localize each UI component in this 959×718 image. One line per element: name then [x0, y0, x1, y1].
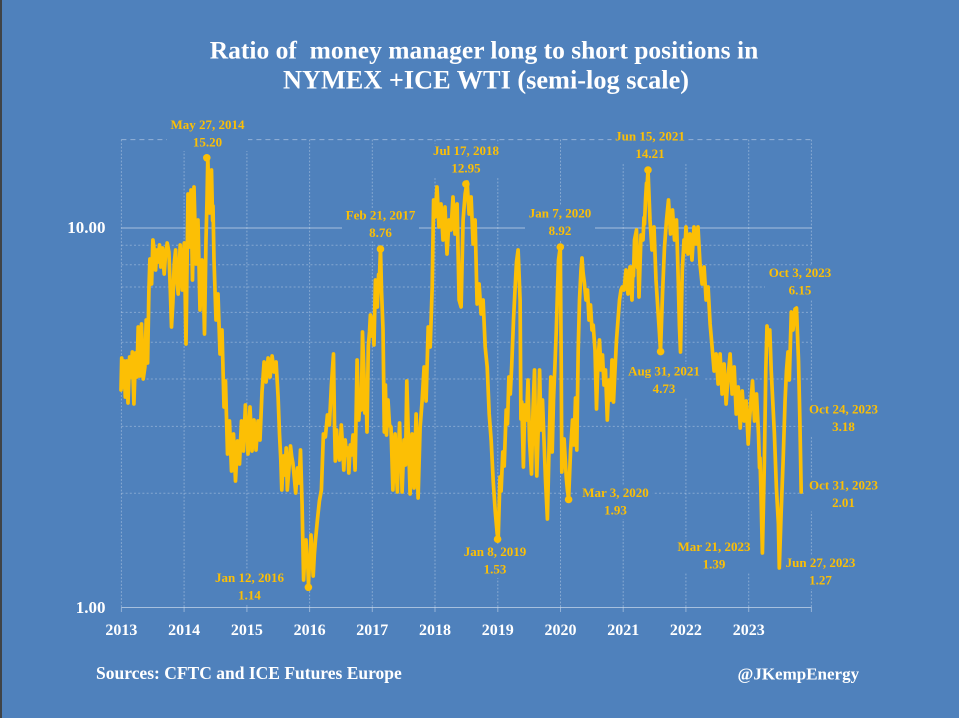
svg-text:1.39: 1.39: [703, 556, 726, 571]
svg-text:Oct 3, 2023: Oct 3, 2023: [769, 265, 832, 280]
svg-text:2014: 2014: [168, 622, 200, 639]
svg-text:May 27, 2014: May 27, 2014: [170, 117, 245, 132]
svg-text:12.95: 12.95: [451, 160, 481, 175]
svg-text:Jan 7, 2020: Jan 7, 2020: [529, 206, 591, 221]
svg-text:2018: 2018: [419, 622, 451, 639]
svg-text:2015: 2015: [231, 622, 263, 639]
svg-text:2.01: 2.01: [832, 495, 855, 510]
svg-text:2023: 2023: [733, 622, 765, 639]
svg-text:10.00: 10.00: [67, 218, 105, 237]
svg-text:3.18: 3.18: [832, 419, 855, 434]
svg-text:2022: 2022: [670, 622, 702, 639]
svg-text:8.92: 8.92: [549, 223, 572, 238]
svg-text:Jun 27, 2023: Jun 27, 2023: [786, 555, 856, 570]
svg-text:1.27: 1.27: [809, 572, 832, 587]
svg-text:Mar 21, 2023: Mar 21, 2023: [677, 539, 751, 554]
svg-text:Mar 3, 2020: Mar 3, 2020: [582, 485, 649, 500]
svg-text:1.00: 1.00: [76, 598, 106, 617]
svg-text:Feb 21, 2017: Feb 21, 2017: [346, 208, 416, 223]
svg-text:1.14: 1.14: [238, 587, 261, 602]
svg-text:Sources: CFTC and ICE Futures: Sources: CFTC and ICE Futures Europe: [96, 663, 402, 683]
svg-text:Aug 31, 2021: Aug 31, 2021: [628, 364, 700, 379]
svg-text:2017: 2017: [356, 622, 388, 639]
svg-text:2019: 2019: [482, 622, 514, 639]
svg-text:4.73: 4.73: [653, 381, 676, 396]
svg-text:6.15: 6.15: [789, 282, 812, 297]
svg-text:Oct 31, 2023: Oct 31, 2023: [809, 478, 878, 493]
svg-text:Ratio of money manager long t: Ratio of money manager long to short pos…: [210, 36, 759, 65]
svg-text:Jan 8, 2019: Jan 8, 2019: [464, 544, 527, 559]
svg-text:Jul 17, 2018: Jul 17, 2018: [433, 143, 500, 158]
svg-text:2020: 2020: [545, 622, 577, 639]
svg-text:Jun 15, 2021: Jun 15, 2021: [615, 129, 685, 144]
svg-text:8.76: 8.76: [369, 225, 392, 240]
svg-text:2016: 2016: [294, 622, 326, 639]
svg-text:@JKempEnergy: @JKempEnergy: [738, 665, 860, 684]
svg-text:Jan 12, 2016: Jan 12, 2016: [215, 570, 284, 585]
svg-text:Oct 24, 2023: Oct 24, 2023: [809, 402, 878, 417]
svg-text:15.20: 15.20: [193, 134, 222, 149]
svg-text:1.53: 1.53: [484, 561, 507, 576]
svg-text:2021: 2021: [607, 622, 639, 639]
svg-text:1.93: 1.93: [604, 502, 627, 517]
svg-text:2013: 2013: [105, 622, 137, 639]
svg-text:14.21: 14.21: [635, 146, 664, 161]
svg-text:NYMEX +ICE WTI (semi-log scale: NYMEX +ICE WTI (semi-log scale): [283, 66, 689, 95]
